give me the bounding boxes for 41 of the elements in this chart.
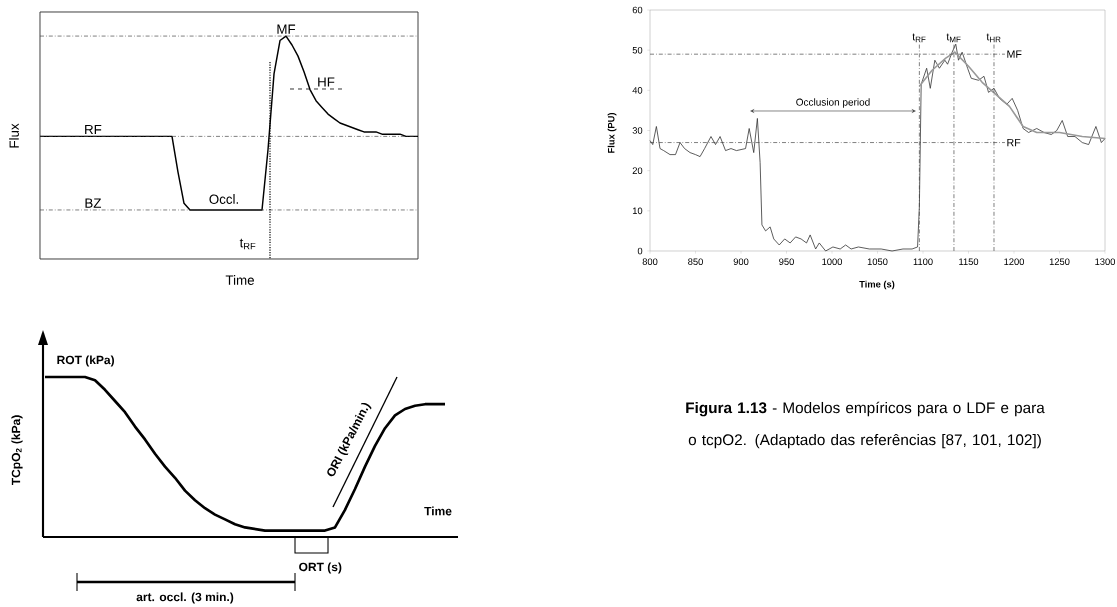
x-tick-label: 1250 [1049,258,1070,265]
x-tick-label: 1050 [867,258,888,265]
y-tick-label: 0 [637,247,643,255]
y-axis-title: TCpO$_{2}$ (kPa) [11,415,23,486]
annotation: Occlusion period [796,98,870,108]
x-axis-title: Time [424,506,452,516]
y-tick-label: 40 [632,87,643,94]
text: art. occl. (3 min.) [136,592,234,604]
x-tick-label: 1150 [959,258,979,265]
y-tick-label: 10 [632,207,643,215]
x-axis-title: Time [225,275,254,285]
ref-line-label: t$_{HR}$ [986,33,1001,43]
x-axis-title: Time (s) [859,280,895,290]
y-tick-label: 20 [632,167,643,174]
x-tick-label: 900 [733,258,749,265]
text: Figura 1.13 - Modelos empíricos para o LDF e para o tcpO2. (Adaptado das referências [87, 101, 102]) [686,401,1045,449]
ref-line-label: MF [1007,50,1022,58]
x-tick-label: 1200 [1004,258,1025,265]
ref-line-label: t$_{MF}$ [946,33,961,43]
annotation: t$_{RF}$ [239,238,256,250]
ref-line-label: t$_{RF}$ [912,33,926,43]
text: ORT (s) [299,562,342,574]
x-tick-label: 1300 [1095,258,1116,265]
annotation: HF [318,77,335,87]
y-tick-label: 30 [632,127,643,134]
line-series [649,43,1106,252]
x-tick-label: 1100 [913,258,933,265]
ref-line-label: RF [85,124,102,135]
annotation: Occl. [209,194,238,204]
y-axis-title: Flux [9,123,19,148]
x-tick-label: 1000 [822,258,843,265]
ref-line-label: MF [277,24,296,34]
ref-line-label: RF [1007,138,1021,147]
y-tick-label: 60 [632,6,643,14]
x-tick-label: 850 [688,258,703,265]
y-tick-label: 50 [632,46,643,54]
y-axis-title: Flux (PU) [607,113,617,153]
text: ROT (kPa) [57,355,115,367]
ref-line-label: BZ [85,198,102,208]
x-tick-label: 800 [642,258,658,265]
x-tick-label: 950 [779,258,794,265]
